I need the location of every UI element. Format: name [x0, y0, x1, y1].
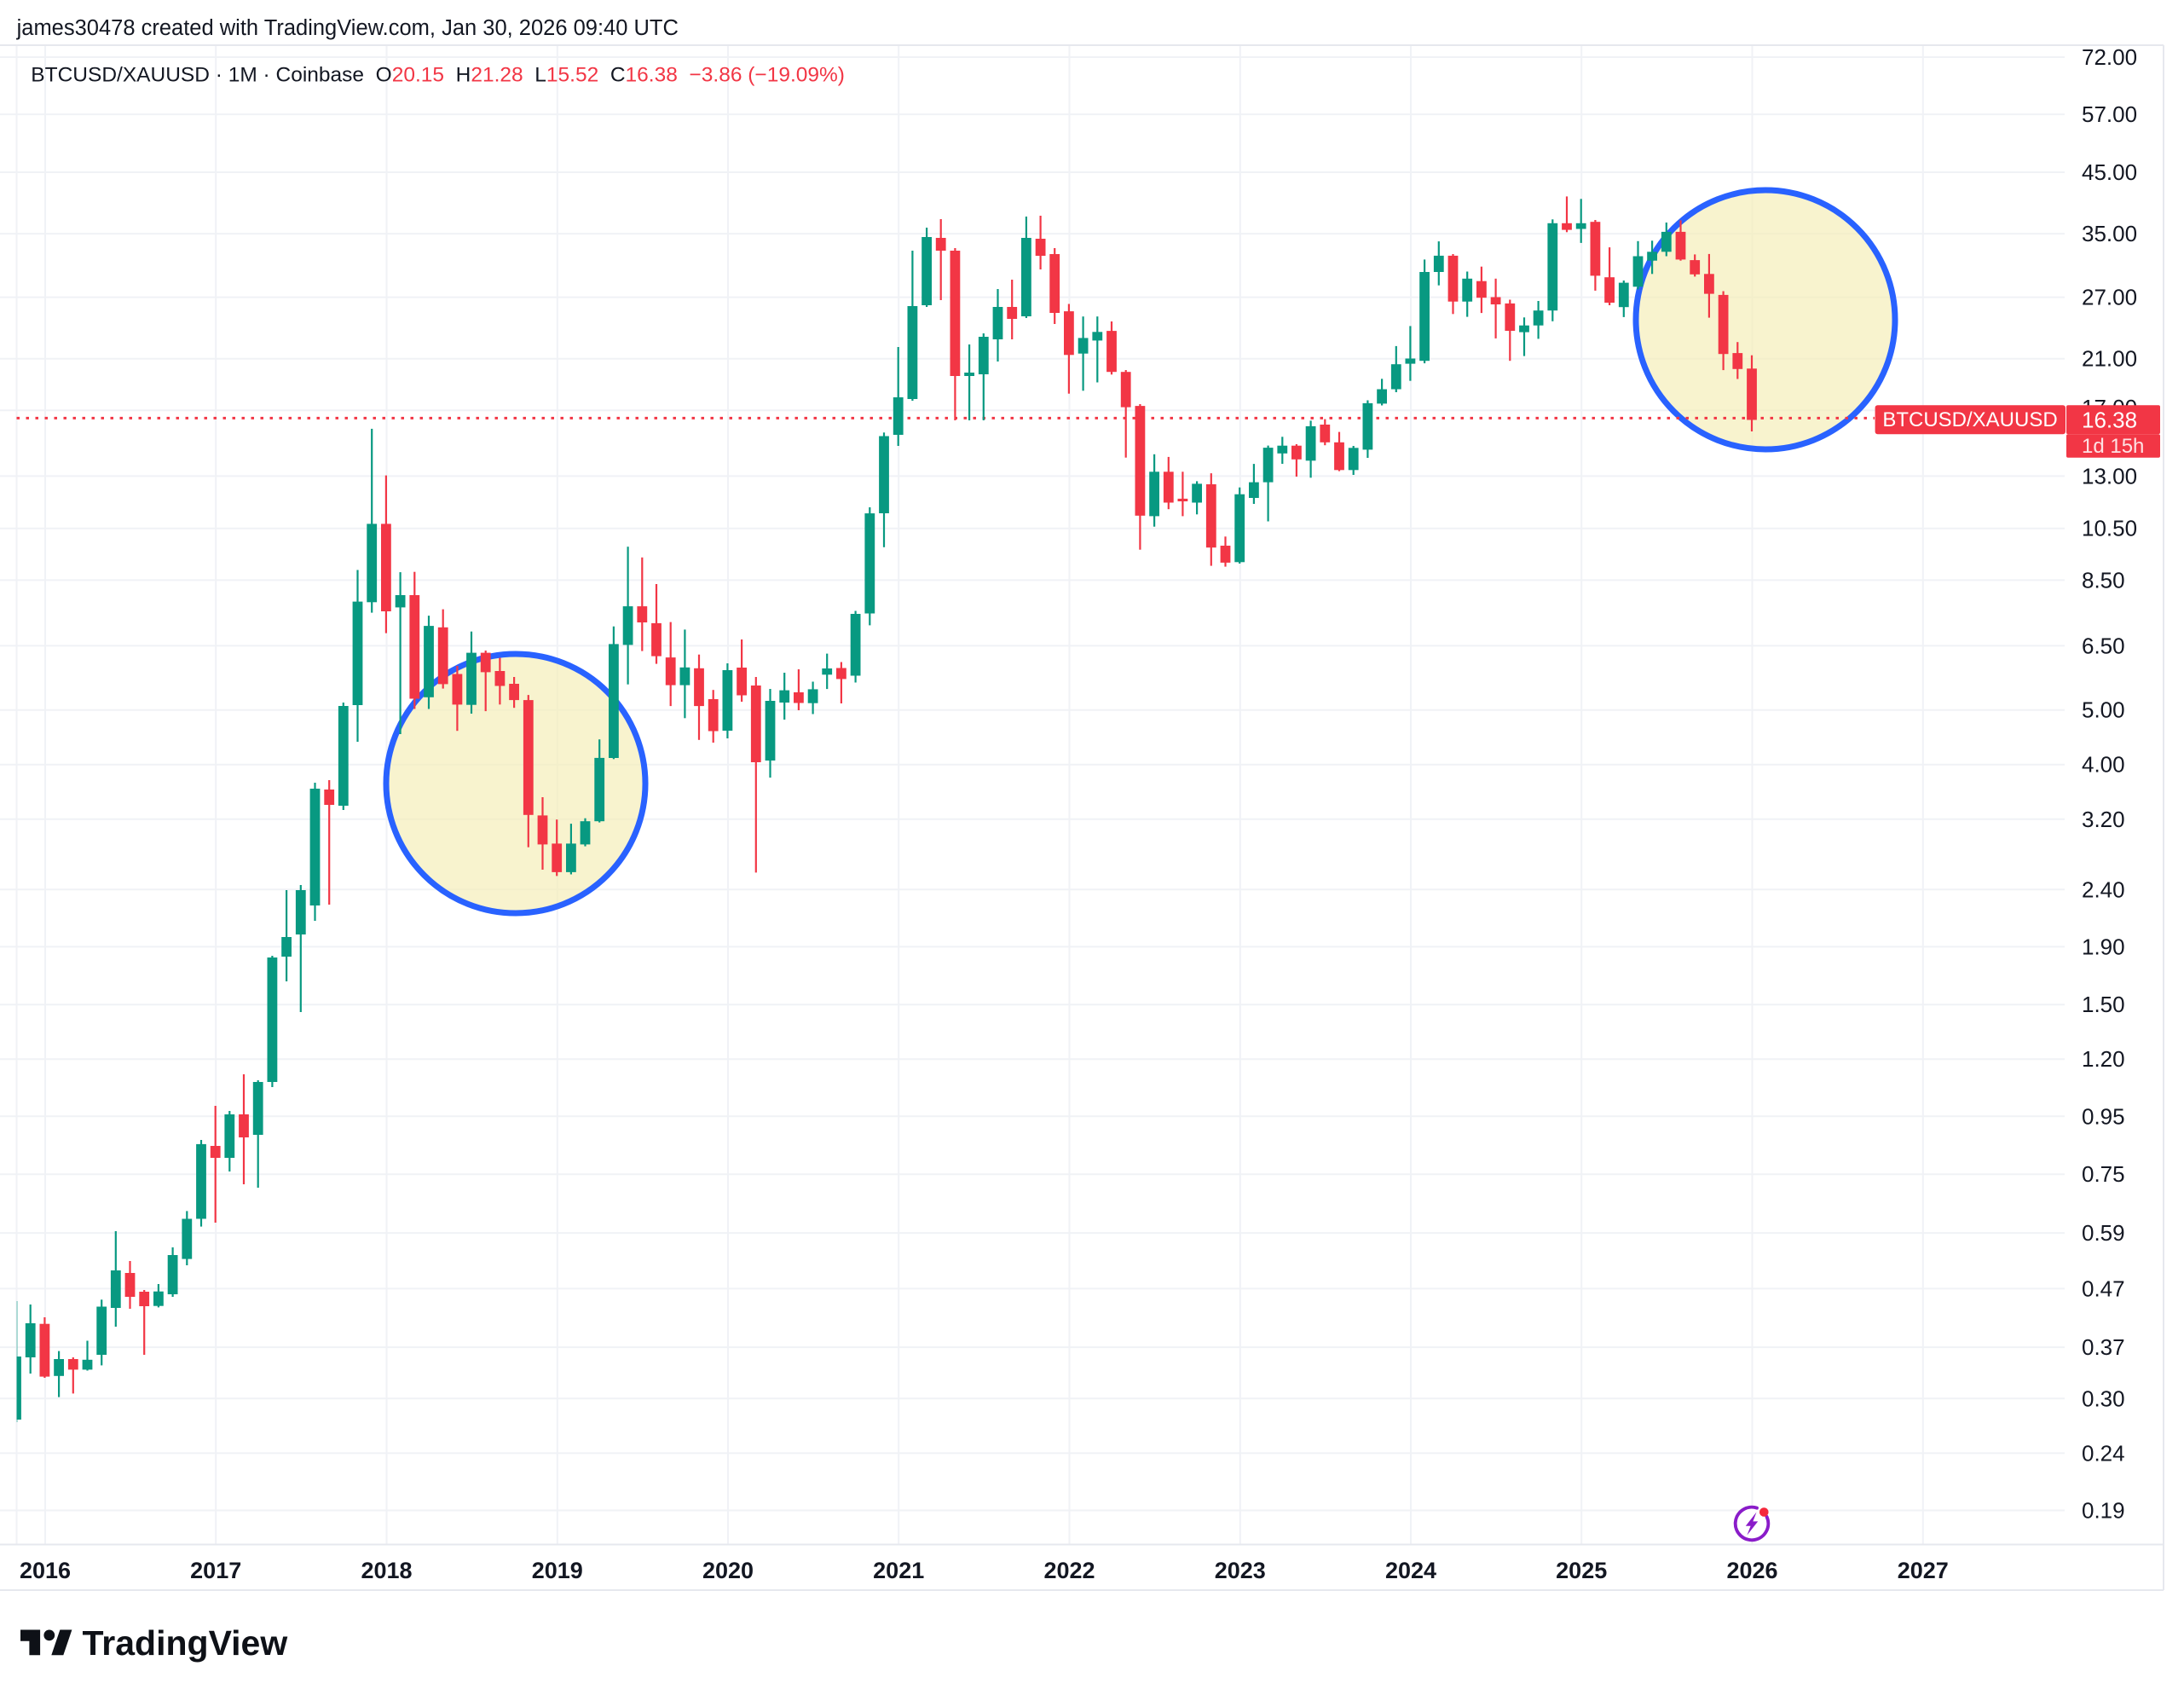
svg-text:2020: 2020	[702, 1558, 754, 1583]
svg-text:BTCUSD/XAUUSD: BTCUSD/XAUUSD	[1882, 408, 2057, 431]
svg-text:0.19: 0.19	[2082, 1498, 2125, 1524]
svg-text:0.59: 0.59	[2082, 1220, 2125, 1246]
svg-text:0.47: 0.47	[2082, 1276, 2125, 1301]
svg-text:2016: 2016	[20, 1558, 71, 1583]
svg-text:BTCUSD/XAUUSD · 1M · Coinbase: BTCUSD/XAUUSD · 1M · Coinbase O20.15 H21…	[31, 64, 845, 87]
svg-text:2026: 2026	[1726, 1558, 1777, 1583]
svg-text:35.00: 35.00	[2082, 221, 2137, 246]
svg-text:6.50: 6.50	[2082, 633, 2125, 658]
svg-text:0.75: 0.75	[2082, 1161, 2125, 1187]
svg-text:2018: 2018	[361, 1558, 412, 1583]
svg-text:72.00: 72.00	[2082, 44, 2137, 70]
svg-text:james30478 created with Tradin: james30478 created with TradingView.com,…	[16, 16, 679, 40]
svg-text:16.38: 16.38	[2082, 408, 2137, 433]
svg-text:57.00: 57.00	[2082, 101, 2137, 127]
svg-text:5.00: 5.00	[2082, 697, 2125, 723]
svg-text:2025: 2025	[1556, 1558, 1607, 1583]
svg-text:0.24: 0.24	[2082, 1440, 2125, 1466]
svg-text:2027: 2027	[1898, 1558, 1949, 1583]
svg-text:0.95: 0.95	[2082, 1103, 2125, 1129]
svg-text:1.90: 1.90	[2082, 934, 2125, 959]
svg-text:2019: 2019	[532, 1558, 583, 1583]
svg-text:27.00: 27.00	[2082, 285, 2137, 310]
svg-text:2021: 2021	[873, 1558, 924, 1583]
svg-text:1.50: 1.50	[2082, 992, 2125, 1017]
svg-text:10.50: 10.50	[2082, 516, 2137, 541]
svg-text:1d 15h: 1d 15h	[2082, 435, 2144, 458]
svg-text:45.00: 45.00	[2082, 159, 2137, 185]
svg-text:3.20: 3.20	[2082, 807, 2125, 832]
svg-text:4.00: 4.00	[2082, 752, 2125, 778]
svg-text:8.50: 8.50	[2082, 567, 2125, 593]
svg-text:1.20: 1.20	[2082, 1046, 2125, 1072]
svg-text:13.00: 13.00	[2082, 463, 2137, 489]
svg-text:0.37: 0.37	[2082, 1334, 2125, 1360]
svg-text:2022: 2022	[1043, 1558, 1095, 1583]
svg-text:TradingView: TradingView	[83, 1623, 288, 1663]
svg-text:21.00: 21.00	[2082, 346, 2137, 372]
svg-text:2023: 2023	[1215, 1558, 1266, 1583]
svg-text:0.30: 0.30	[2082, 1386, 2125, 1411]
svg-text:2017: 2017	[190, 1558, 241, 1583]
svg-text:2.40: 2.40	[2082, 876, 2125, 902]
svg-text:2024: 2024	[1385, 1558, 1436, 1583]
